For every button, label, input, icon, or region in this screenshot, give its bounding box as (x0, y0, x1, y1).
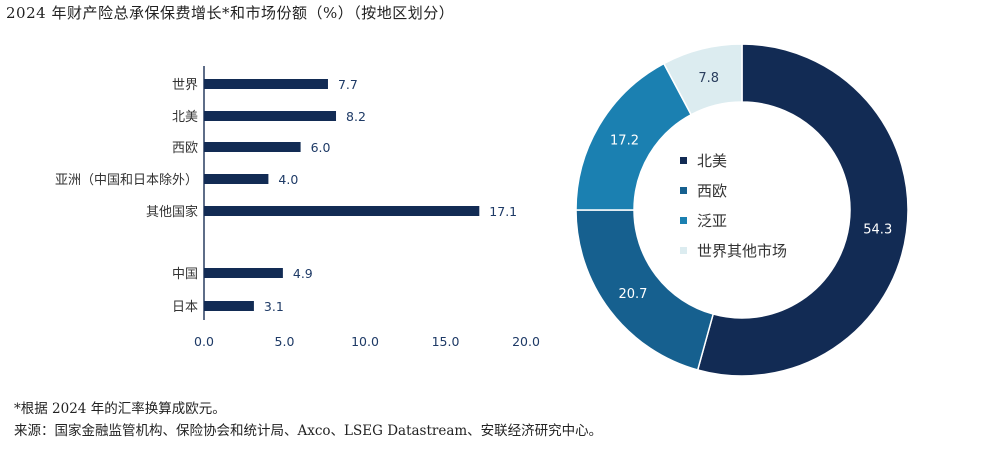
value-label: 6.0 (311, 140, 331, 155)
bar (204, 301, 254, 311)
value-label: 4.9 (293, 266, 313, 281)
legend-label: 西欧 (697, 181, 728, 200)
legend-item-rest-of-world: 世界其他市场 (680, 235, 787, 265)
bar (204, 206, 480, 216)
x-tick-label: 10.0 (351, 334, 379, 349)
footnote-exchange-rate: *根据 2024 年的汇率换算成欧元。 (14, 401, 226, 417)
slice-value-label: 20.7 (618, 287, 647, 302)
x-tick-label: 0.0 (194, 334, 214, 349)
category-label: 北美 (172, 110, 198, 125)
legend-swatch (680, 216, 687, 224)
legend-swatch (680, 156, 687, 164)
footnote-source: 来源：国家金融监管机构、保险协会和统计局、Axco、LSEG Datastrea… (14, 423, 603, 439)
legend-swatch (680, 186, 687, 194)
legend-item-north-america: 北美 (680, 145, 787, 175)
footnote: *根据 2024 年的汇率换算成欧元。 来源：国家金融监管机构、保险协会和统计局… (14, 398, 602, 442)
value-label: 7.7 (338, 77, 358, 92)
category-label: 亚洲（中国和日本除外） (55, 173, 198, 188)
legend-label: 世界其他市场 (697, 241, 788, 260)
category-label: 世界 (172, 78, 198, 93)
donut-chart: 54.3 20.7 17.2 7.8 (575, 43, 909, 377)
x-tick-label: 20.0 (512, 334, 540, 349)
value-label: 17.1 (489, 204, 517, 219)
bar (204, 79, 328, 89)
legend-swatch (680, 246, 687, 254)
category-label: 日本 (172, 300, 198, 315)
value-label: 8.2 (346, 109, 366, 124)
x-tick-label: 5.0 (275, 334, 295, 349)
slice-value-label: 7.8 (698, 71, 719, 86)
bar-chart: 世界 7.7 北美 8.2 西欧 6.0 亚洲（中国和日本除外） 4.0 其他国家 17.1 中国 4… (55, 66, 540, 349)
value-label: 3.1 (264, 299, 284, 314)
donut-legend: 北美 西欧 泛亚 世界其他市场 (680, 145, 787, 265)
bar (204, 174, 269, 184)
x-tick-label: 15.0 (432, 334, 460, 349)
legend-label: 泛亚 (697, 211, 728, 230)
bar (204, 268, 283, 278)
legend-label: 北美 (697, 151, 728, 170)
bar (204, 111, 337, 121)
legend-item-western-europe: 西欧 (680, 175, 787, 205)
chart-title: 2024 年财产险总承保保费增长*和市场份额（%）（按地区划分） (6, 4, 455, 22)
slice-value-label: 54.3 (863, 222, 892, 237)
legend-item-pan-asia: 泛亚 (680, 205, 787, 235)
category-label: 其他国家 (146, 204, 198, 220)
donut-slice (662, 43, 743, 116)
bar (204, 142, 301, 152)
slice-value-label: 17.2 (610, 134, 639, 149)
category-label: 中国 (172, 267, 198, 282)
category-label: 西欧 (172, 141, 198, 156)
value-label: 4.0 (278, 172, 298, 187)
donut-slice (696, 43, 909, 377)
